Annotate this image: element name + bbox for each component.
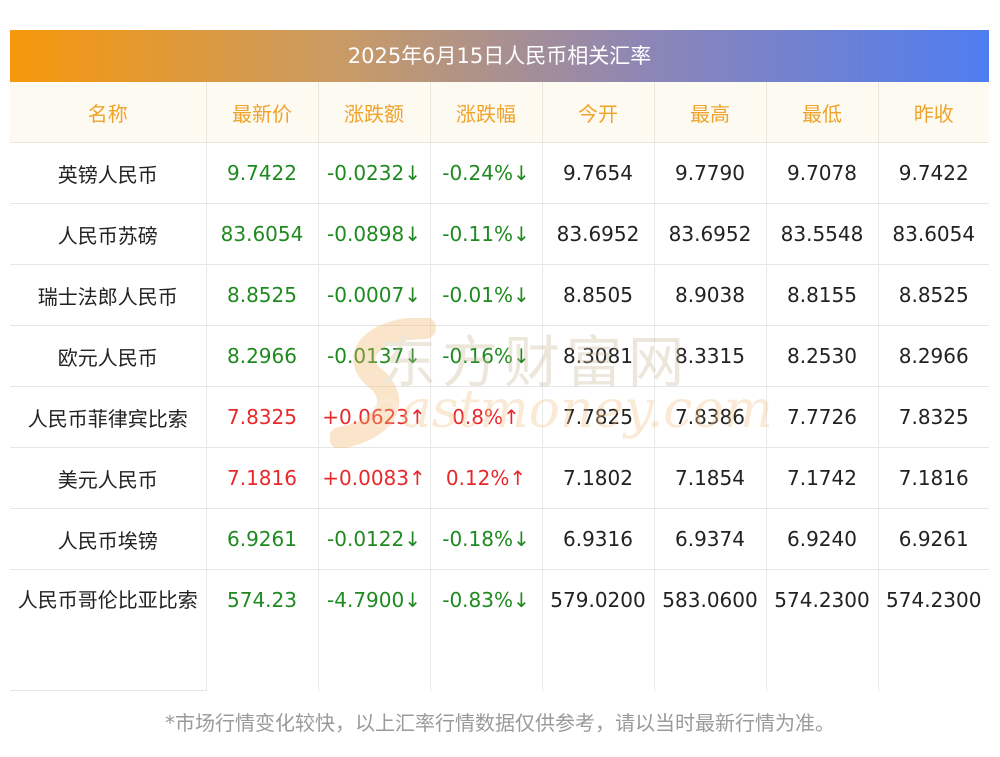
cell-low: 574.2300 (766, 569, 879, 691)
cell-high: 583.0600 (654, 569, 767, 691)
cell-change: -0.0007↓ (318, 264, 431, 326)
header-high: 最高 (654, 82, 767, 143)
table-title: 2025年6月15日人民币相关汇率 (10, 30, 989, 82)
cell-change: -0.0898↓ (318, 203, 431, 265)
cell-name: 人民币哥伦比亚比索 (10, 569, 207, 691)
exchange-rate-table: 名称 最新价 涨跌额 涨跌幅 今开 最高 最低 昨收 英镑人民币 9.7422 -0… (10, 82, 989, 691)
cell-high: 83.6952 (654, 203, 767, 265)
cell-change: +0.0083↑ (318, 447, 431, 509)
cell-high: 6.9374 (654, 508, 767, 570)
cell-open: 7.1802 (542, 447, 655, 509)
cell-low: 8.2530 (766, 325, 879, 387)
cell-change: -0.0137↓ (318, 325, 431, 387)
cell-open: 7.7825 (542, 386, 655, 448)
cell-change-pct: -0.24%↓ (430, 142, 543, 204)
cell-name: 人民币埃镑 (10, 508, 207, 570)
cell-name: 人民币菲律宾比索 (10, 386, 207, 448)
cell-low: 7.7726 (766, 386, 879, 448)
header-low: 最低 (766, 82, 879, 143)
header-latest: 最新价 (206, 82, 319, 143)
table-row: 人民币苏磅 83.6054 -0.0898↓ -0.11%↓ 83.6952 83.695… (10, 203, 989, 265)
cell-prev-close: 9.7422 (878, 142, 989, 204)
table-row: 瑞士法郎人民币 8.8525 -0.0007↓ -0.01%↓ 8.8505 8.9038… (10, 264, 989, 326)
cell-change-pct: -0.16%↓ (430, 325, 543, 387)
cell-low: 83.5548 (766, 203, 879, 265)
cell-prev-close: 8.2966 (878, 325, 989, 387)
cell-latest: 8.2966 (206, 325, 319, 387)
cell-name: 英镑人民币 (10, 142, 207, 204)
cell-change: -0.0122↓ (318, 508, 431, 570)
header-prev-close: 昨收 (878, 82, 989, 143)
cell-name: 美元人民币 (10, 447, 207, 509)
cell-high: 8.3315 (654, 325, 767, 387)
header-change: 涨跌额 (318, 82, 431, 143)
table-row: 人民币哥伦比亚比索 574.23 -4.7900↓ -0.83%↓ 579.0200 58… (10, 569, 989, 691)
cell-latest: 6.9261 (206, 508, 319, 570)
cell-change-pct: -0.01%↓ (430, 264, 543, 326)
table-row: 人民币埃镑 6.9261 -0.0122↓ -0.18%↓ 6.9316 6.9374 6.… (10, 508, 989, 570)
cell-latest: 9.7422 (206, 142, 319, 204)
table-row: 欧元人民币 8.2966 -0.0137↓ -0.16%↓ 8.3081 8.3315 8.… (10, 325, 989, 387)
cell-open: 579.0200 (542, 569, 655, 691)
header-name: 名称 (10, 82, 207, 143)
cell-prev-close: 7.1816 (878, 447, 989, 509)
cell-low: 9.7078 (766, 142, 879, 204)
header-change-pct: 涨跌幅 (430, 82, 543, 143)
cell-name: 欧元人民币 (10, 325, 207, 387)
cell-name: 瑞士法郎人民币 (10, 264, 207, 326)
cell-open: 6.9316 (542, 508, 655, 570)
cell-change: -0.0232↓ (318, 142, 431, 204)
cell-latest: 83.6054 (206, 203, 319, 265)
header-row: 名称 最新价 涨跌额 涨跌幅 今开 最高 最低 昨收 (10, 82, 989, 143)
cell-open: 83.6952 (542, 203, 655, 265)
rates-panel: 2025年6月15日人民币相关汇率 名称 最新价 涨跌额 涨跌幅 今开 最高 最… (10, 30, 989, 691)
cell-latest: 8.8525 (206, 264, 319, 326)
cell-latest: 7.8325 (206, 386, 319, 448)
cell-prev-close: 6.9261 (878, 508, 989, 570)
cell-high: 7.1854 (654, 447, 767, 509)
cell-change: -4.7900↓ (318, 569, 431, 691)
cell-change: +0.0623↑ (318, 386, 431, 448)
cell-low: 6.9240 (766, 508, 879, 570)
cell-prev-close: 7.8325 (878, 386, 989, 448)
table-row: 美元人民币 7.1816 +0.0083↑ 0.12%↑ 7.1802 7.1854 7.1… (10, 447, 989, 509)
header-open: 今开 (542, 82, 655, 143)
cell-low: 7.1742 (766, 447, 879, 509)
cell-latest: 574.23 (206, 569, 319, 691)
cell-prev-close: 83.6054 (878, 203, 989, 265)
table-row: 人民币菲律宾比索 7.8325 +0.0623↑ 0.8%↑ 7.7825 7.8386 7… (10, 386, 989, 448)
cell-change-pct: -0.83%↓ (430, 569, 543, 691)
cell-open: 9.7654 (542, 142, 655, 204)
table-row: 英镑人民币 9.7422 -0.0232↓ -0.24%↓ 9.7654 9.7790 9.… (10, 142, 989, 204)
cell-name: 人民币苏磅 (10, 203, 207, 265)
cell-change-pct: 0.8%↑ (430, 386, 543, 448)
cell-high: 7.8386 (654, 386, 767, 448)
cell-change-pct: 0.12%↑ (430, 447, 543, 509)
cell-high: 8.9038 (654, 264, 767, 326)
cell-prev-close: 8.8525 (878, 264, 989, 326)
cell-open: 8.8505 (542, 264, 655, 326)
cell-change-pct: -0.18%↓ (430, 508, 543, 570)
cell-change-pct: -0.11%↓ (430, 203, 543, 265)
cell-low: 8.8155 (766, 264, 879, 326)
cell-prev-close: 574.2300 (886, 588, 982, 612)
cell-latest: 7.1816 (206, 447, 319, 509)
cell-high: 9.7790 (654, 142, 767, 204)
disclaimer-footnote: *市场行情变化较快，以上汇率行情数据仅供参考，请以当时最新行情为准。 (165, 711, 835, 735)
cell-open: 8.3081 (542, 325, 655, 387)
